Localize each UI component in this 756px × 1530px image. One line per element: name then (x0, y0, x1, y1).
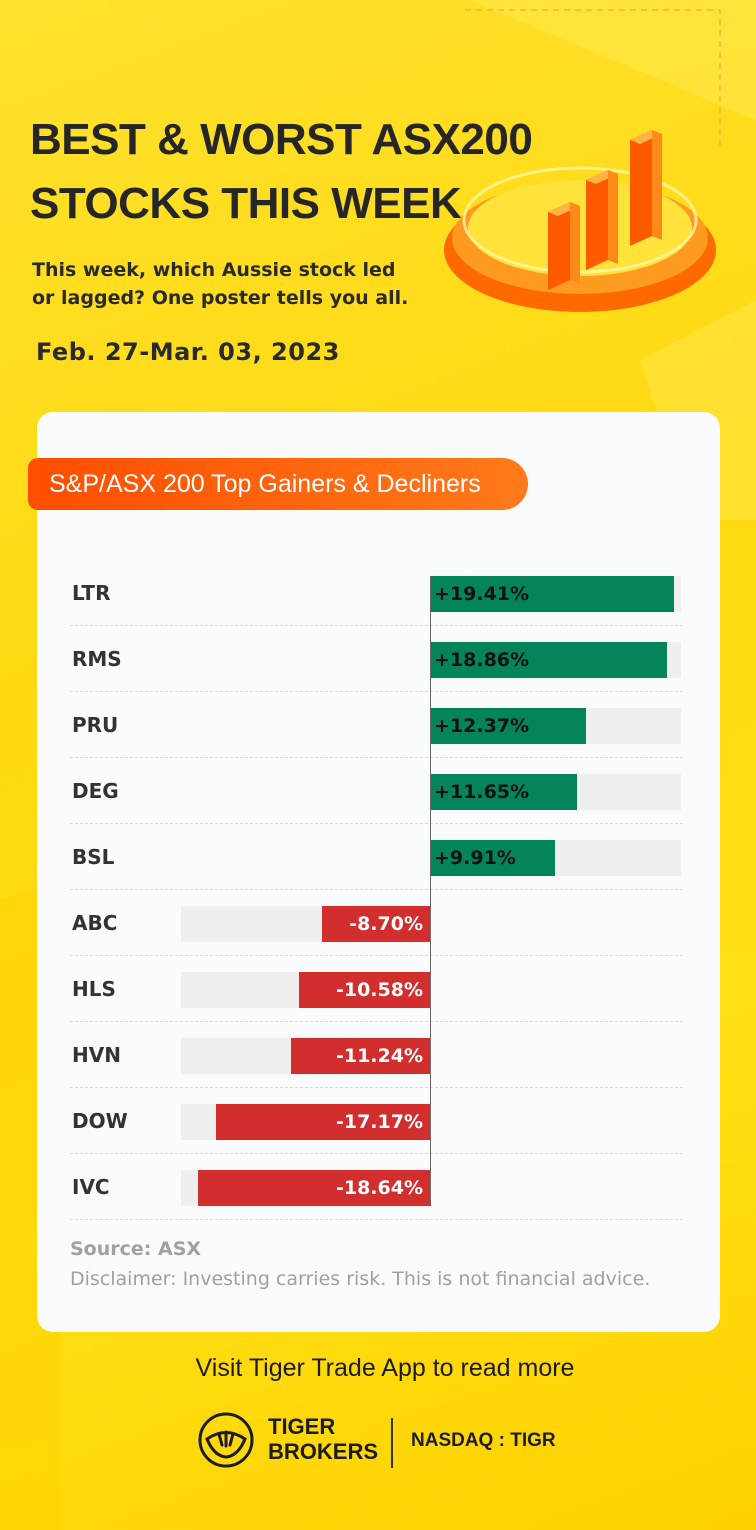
data-label-hvn: -11.24% (335, 1045, 423, 1067)
bar-row-hvn: HVN -11.24% (70, 1022, 683, 1088)
brand-divider (391, 1418, 393, 1468)
ticker-label-bsl: BSL (72, 845, 115, 869)
bar-row-bsl: BSL +9.91% (70, 824, 683, 890)
bar-row-abc: ABC -8.70% (70, 890, 683, 956)
bar-bsl (431, 840, 555, 876)
subtitle-line-1: This week, which Aussie stock led (32, 259, 396, 281)
ticker-label-abc: ABC (72, 911, 118, 935)
data-label-abc: -8.70% (349, 913, 423, 935)
data-label-bsl: +9.91% (434, 847, 516, 869)
brand-name: TIGER BROKERS (268, 1414, 378, 1464)
bar-hvn (290, 1038, 431, 1074)
ticker-label-pru: PRU (72, 713, 119, 737)
bar-row-ivc: IVC -18.64% (70, 1154, 683, 1220)
data-label-rms: +18.86% (434, 649, 530, 671)
ticker-label-dow: DOW (72, 1109, 128, 1133)
brand-line-2: BROKERS (268, 1439, 379, 1464)
source-note: Source: ASX (70, 1238, 202, 1260)
subtitle-line-2: or lagged? One poster tells you all. (32, 287, 409, 309)
bar-dow (216, 1104, 431, 1140)
data-label-ivc: -18.64% (335, 1177, 423, 1199)
title-line-1: BEST & WORST ASX200 (30, 115, 533, 164)
bar-abc (322, 906, 431, 942)
bar-ltr (431, 576, 674, 612)
chart-title: S&P/ASX 200 Top Gainers & Decliners (28, 458, 528, 510)
title-line-2: STOCKS THIS WEEK (30, 179, 462, 228)
bar-rms (431, 642, 667, 678)
bar-ivc (198, 1170, 431, 1206)
ticker-label-ltr: LTR (72, 581, 111, 605)
zero-axis-line (430, 576, 431, 1204)
bar-row-rms: RMS +18.86% (70, 626, 683, 692)
ticker-label-deg: DEG (72, 779, 119, 803)
bar-pru (431, 708, 586, 744)
data-label-ltr: +19.41% (434, 583, 530, 605)
bar-hls (298, 972, 431, 1008)
tiger-logo-icon (198, 1412, 254, 1468)
bar-row-pru: PRU +12.37% (70, 692, 683, 758)
visit-app-link[interactable]: Visit Tiger Trade App to read more (195, 1354, 575, 1382)
bar-row-dow: DOW -17.17% (70, 1088, 683, 1154)
brand-line-1: TIGER (268, 1414, 336, 1439)
nasdaq-ticker: NASDAQ : TIGR (411, 1430, 556, 1451)
bar-row-deg: DEG +11.65% (70, 758, 683, 824)
data-label-deg: +11.65% (434, 781, 530, 803)
ticker-label-hls: HLS (72, 977, 116, 1001)
ticker-label-hvn: HVN (72, 1043, 121, 1067)
bar-row-hls: HLS -10.58% (70, 956, 683, 1022)
data-label-dow: -17.17% (335, 1111, 423, 1133)
disclaimer-note: Disclaimer: Investing carries risk. This… (70, 1268, 651, 1290)
data-label-pru: +12.37% (434, 715, 530, 737)
ticker-label-ivc: IVC (72, 1175, 110, 1199)
bar-chart-illustration-icon (444, 130, 716, 312)
data-label-hls: -10.58% (335, 979, 423, 1001)
bar-deg (431, 774, 577, 810)
page-title: BEST & WORST ASX200 STOCKS THIS WEEK (30, 108, 533, 236)
date-range: Feb. 27-Mar. 03, 2023 (36, 338, 340, 366)
bar-row-ltr: LTR +19.41% (70, 560, 683, 626)
page-subtitle: This week, which Aussie stock led or lag… (32, 256, 432, 312)
ticker-label-rms: RMS (72, 647, 122, 671)
